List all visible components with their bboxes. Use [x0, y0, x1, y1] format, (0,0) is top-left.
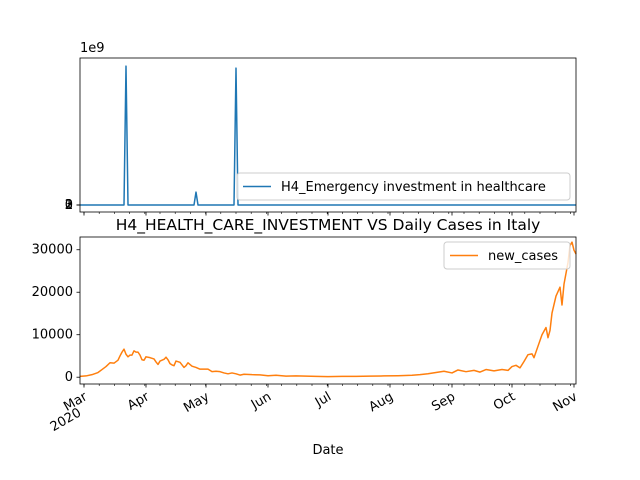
- x-axis-label: Date: [312, 443, 343, 458]
- legend-box: [236, 172, 571, 201]
- legend-label: H4_Emergency investment in healthcare: [281, 180, 546, 195]
- y-offset-label: 1e9: [80, 41, 105, 56]
- x-tick-label: Jul: [312, 389, 334, 410]
- y-tick-label: 20000: [32, 285, 73, 300]
- legend: new_cases: [443, 241, 571, 270]
- y-tick-label: 0: [65, 198, 73, 213]
- legend-box: [443, 241, 571, 270]
- legend: H4_Emergency investment in healthcare: [236, 172, 571, 201]
- series-line-new-cases: [79, 241, 577, 378]
- y-tick-label: 2: [65, 198, 73, 213]
- y-tick-label: 10000: [32, 328, 73, 343]
- chart-title: H4_HEALTH_CARE_INVESTMENT VS Daily Cases…: [116, 216, 541, 235]
- bottom-subplot: 0 10000 20000 30000 H4_HEALTH_CARE_INVESTMEN…: [32, 216, 581, 458]
- series-line-h4-emergency-investment-in-healthcare: [80, 65, 576, 206]
- y-tick-label: 1: [65, 198, 73, 213]
- y-tick-label: 0: [65, 370, 73, 385]
- y-tick-label: 30000: [32, 243, 73, 258]
- y-tick-label: 3: [65, 198, 73, 213]
- legend-label: new_cases: [488, 249, 558, 264]
